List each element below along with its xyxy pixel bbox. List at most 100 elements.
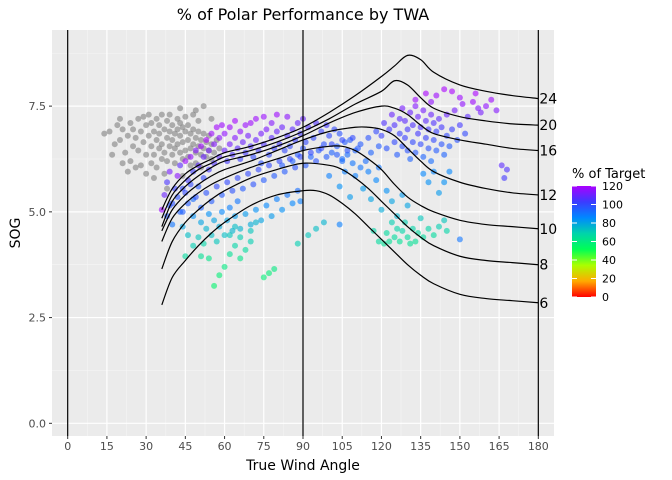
- data-point: [124, 132, 131, 139]
- data-point: [137, 128, 144, 135]
- data-point: [150, 128, 157, 135]
- data-point: [449, 88, 456, 95]
- data-point: [198, 219, 205, 226]
- data-point: [367, 196, 374, 203]
- data-point: [226, 232, 233, 239]
- data-point: [242, 246, 249, 253]
- data-point: [404, 126, 411, 133]
- data-point: [336, 221, 343, 228]
- data-point: [109, 151, 116, 158]
- data-point: [171, 160, 178, 167]
- data-point: [260, 274, 267, 281]
- data-point: [404, 147, 411, 154]
- x-tick-label: 75: [257, 440, 271, 453]
- data-point: [401, 219, 408, 226]
- data-point: [318, 145, 325, 152]
- data-point: [420, 107, 427, 114]
- data-point: [148, 120, 155, 127]
- data-point: [401, 117, 408, 124]
- data-point: [307, 153, 314, 160]
- data-point: [313, 225, 320, 232]
- data-point: [255, 166, 262, 173]
- data-point: [391, 122, 398, 129]
- data-point: [195, 234, 202, 241]
- data-point: [153, 164, 160, 171]
- data-point: [127, 158, 134, 165]
- data-point: [399, 227, 406, 234]
- data-point: [101, 130, 108, 137]
- data-point: [145, 111, 152, 118]
- x-axis-ticks: 0 15 30 45 60 75 90 105 120 135 150 165 180: [64, 436, 549, 453]
- data-point: [135, 115, 142, 122]
- curve-label-16: 16: [539, 144, 557, 160]
- data-point: [192, 134, 199, 141]
- data-point: [226, 124, 233, 131]
- data-point: [106, 128, 113, 135]
- data-point: [247, 227, 254, 234]
- data-point: [161, 149, 168, 156]
- data-point: [221, 232, 228, 239]
- data-point: [119, 160, 126, 167]
- data-point: [198, 136, 205, 143]
- data-point: [221, 130, 228, 137]
- data-point: [349, 134, 356, 141]
- data-point: [268, 120, 275, 127]
- curve-label-10: 10: [539, 222, 557, 238]
- data-point: [237, 128, 244, 135]
- curve-label-20: 20: [539, 118, 557, 134]
- data-point: [184, 122, 191, 129]
- data-point: [177, 149, 184, 156]
- data-point: [415, 113, 422, 120]
- data-point: [446, 143, 453, 150]
- y-tick-label: 2.5: [29, 312, 47, 325]
- data-point: [281, 147, 288, 154]
- data-point: [169, 122, 176, 129]
- data-point: [386, 238, 393, 245]
- y-axis-title: SOG: [8, 218, 24, 249]
- legend-tick-label: 60: [602, 236, 616, 249]
- data-point: [336, 130, 343, 137]
- x-tick-label: 60: [218, 440, 232, 453]
- data-point: [200, 130, 207, 137]
- data-point: [357, 164, 364, 171]
- data-point: [148, 143, 155, 150]
- data-point: [415, 130, 422, 137]
- data-point: [446, 168, 453, 175]
- data-point: [211, 141, 218, 148]
- data-point: [375, 143, 382, 150]
- data-point: [187, 153, 194, 160]
- data-point: [394, 225, 401, 232]
- data-point: [488, 96, 495, 103]
- data-point: [177, 105, 184, 112]
- data-point: [252, 219, 259, 226]
- data-point: [307, 149, 314, 156]
- data-point: [213, 183, 220, 190]
- polar-curve-10: [161, 145, 539, 242]
- data-point: [430, 120, 437, 127]
- data-point: [425, 225, 432, 232]
- data-point: [216, 272, 223, 279]
- data-point: [412, 238, 419, 245]
- data-point: [305, 232, 312, 239]
- data-point: [276, 158, 283, 165]
- data-point: [297, 198, 304, 205]
- data-point: [383, 230, 390, 236]
- data-point: [187, 162, 194, 169]
- data-point: [443, 227, 450, 234]
- data-point: [344, 147, 351, 154]
- data-point: [328, 149, 335, 156]
- data-point: [239, 185, 246, 192]
- polar-curve-8: [161, 162, 539, 270]
- data-point: [205, 210, 212, 217]
- data-point: [404, 202, 411, 209]
- polar-curve-12: [161, 126, 539, 232]
- data-point: [234, 198, 241, 205]
- data-point: [326, 132, 333, 139]
- data-point: [333, 151, 340, 158]
- data-point: [177, 208, 184, 215]
- data-point: [354, 145, 361, 152]
- data-point: [417, 215, 424, 222]
- data-point: [339, 136, 346, 143]
- data-point: [365, 134, 372, 141]
